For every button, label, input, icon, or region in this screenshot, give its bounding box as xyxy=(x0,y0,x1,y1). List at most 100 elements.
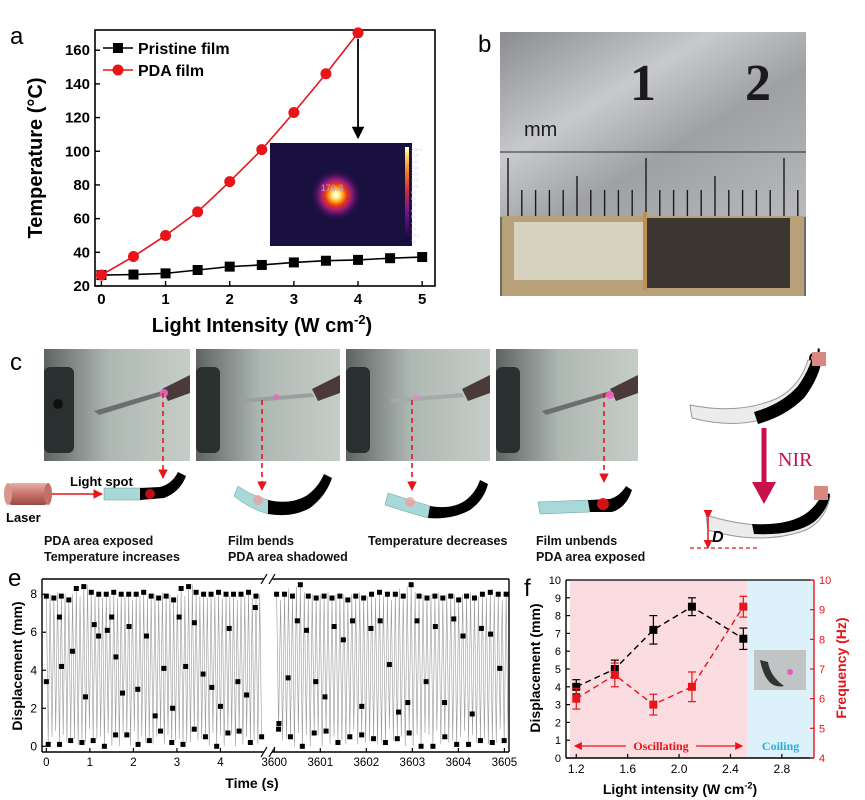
point-e-right-mid-19 xyxy=(451,616,457,622)
chart-a: 0 1 2 3 4 5 20 40 60 80 100 120 140 160 Light Intensit… xyxy=(25,27,436,337)
point-a-1-3 xyxy=(192,206,204,218)
trace-line-e-right xyxy=(276,584,509,747)
y-tick-label-f-right-3: 7 xyxy=(819,664,825,676)
point-f-0-2 xyxy=(649,625,658,634)
x-tick-label-e-right-2: 3602 xyxy=(354,757,380,769)
ruler-body xyxy=(500,32,806,217)
point-e-right-max-4 xyxy=(305,593,311,599)
video-frame-2 xyxy=(196,349,340,461)
point-e-right-max-24 xyxy=(464,593,470,599)
point-a-0-2 xyxy=(160,268,171,279)
point-e-right-min-13 xyxy=(430,743,436,749)
ruler-number-1: 1 xyxy=(630,55,656,112)
y-tick-label-f-right-5: 9 xyxy=(819,605,825,617)
point-e-left-max-4 xyxy=(73,586,79,592)
x-tick-label-f-1: 1.6 xyxy=(619,762,636,776)
point-e-right-min-10 xyxy=(394,736,400,742)
thermal-tick-12: 40 xyxy=(411,221,417,226)
point-e-right-max-11 xyxy=(361,595,367,601)
point-a-1-7 xyxy=(320,68,332,80)
y-tick-label-f-left-1: 1 xyxy=(555,735,561,747)
point-e-right-mid-6 xyxy=(331,624,337,630)
point-e-left-max-23 xyxy=(216,589,222,595)
chart-e: 0 2 4 6 8 0 1 2 3 4 3600 3601 3602 3603 3604 3605 Time (… xyxy=(9,573,517,791)
point-e-right-min-6 xyxy=(347,734,353,740)
point-e-right-max-6 xyxy=(321,593,327,599)
panel-label-b: b xyxy=(478,31,491,58)
point-e-right-mid-22 xyxy=(478,625,484,631)
point-e-left-max-26 xyxy=(238,591,244,597)
laser-device: Laser xyxy=(4,483,103,525)
region-oscillating xyxy=(569,580,748,758)
point-e-left-min-3 xyxy=(79,739,85,745)
panel-label-c: c xyxy=(10,349,22,376)
point-e-left-min-18 xyxy=(247,739,253,745)
y-tick-label-f-left-9: 9 xyxy=(555,593,561,605)
point-e-left-min-2 xyxy=(68,738,74,744)
thermal-tick-9: 70 xyxy=(411,202,417,207)
point-e-right-max-14 xyxy=(384,591,390,597)
y-tick-label-e-3: 6 xyxy=(30,625,37,639)
x-tick-label-e-left-0: 0 xyxy=(43,757,49,769)
plot-frame-a xyxy=(94,29,436,287)
point-e-left-min-14 xyxy=(202,734,208,740)
y-tick-label-f-left-7: 7 xyxy=(555,628,561,640)
x-tick-label-a-0: 0 xyxy=(97,291,105,308)
point-e-right-max-25 xyxy=(471,595,477,601)
point-e-left-max-5 xyxy=(81,584,87,590)
point-e-left-mid-4 xyxy=(83,694,89,700)
thermal-hotspot xyxy=(310,169,362,221)
point-e-left-mid-11 xyxy=(126,624,132,630)
point-e-right-max-12 xyxy=(369,591,375,597)
point-e-left-min-4 xyxy=(90,738,96,744)
thermal-tick-13: 30 xyxy=(411,227,417,232)
x-tick-label-e-right-4: 3604 xyxy=(446,757,472,769)
thermal-tick-7: 90 xyxy=(411,190,417,195)
point-e-left-mid-25 xyxy=(244,692,250,698)
point-e-left-mid-16 xyxy=(170,705,176,711)
point-e-left-max-20 xyxy=(193,589,199,595)
point-e-left-max-12 xyxy=(133,591,139,597)
ruler-unit: mm xyxy=(524,119,557,141)
x-tick-label-a-1: 1 xyxy=(161,291,169,308)
point-e-right-min-2 xyxy=(299,743,305,749)
point-e-right-mid-14 xyxy=(405,700,411,706)
thermal-tick-8: 80 xyxy=(411,196,417,201)
point-a-1-0 xyxy=(95,269,107,281)
y-tick-label-e-0: 0 xyxy=(30,739,37,753)
point-e-left-mid-12 xyxy=(135,686,141,692)
point-e-left-mid-23 xyxy=(226,625,232,631)
point-e-left-mid-20 xyxy=(200,671,206,677)
ruler-number-2: 2 xyxy=(745,55,771,112)
y-tick-label-f-left-10: 10 xyxy=(549,575,561,587)
oscillating-arrow-left xyxy=(573,742,582,750)
point-e-right-mid-3 xyxy=(304,627,310,633)
point-e-right-mid-18 xyxy=(442,700,448,706)
x-tick-label-e-left-4: 4 xyxy=(217,757,224,769)
point-e-left-min-12 xyxy=(180,741,186,747)
y-tick-label-f-left-8: 8 xyxy=(555,611,561,623)
thermal-tick-1: 150 xyxy=(411,153,419,158)
point-e-left-min-1 xyxy=(56,741,62,747)
point-e-right-max-13 xyxy=(377,589,383,595)
point-e-left-max-14 xyxy=(148,593,154,599)
thermal-tick-3: 130 xyxy=(411,165,419,170)
point-e-left-max-28 xyxy=(253,593,259,599)
point-e-left-min-0 xyxy=(45,741,51,747)
thermal-color-scale xyxy=(405,147,409,241)
point-e-left-max-9 xyxy=(111,589,117,595)
point-e-left-min-9 xyxy=(146,738,152,744)
point-a-0-8 xyxy=(353,254,364,265)
x-tick-label-e-left-2: 2 xyxy=(130,757,136,769)
legend-marker-a-1 xyxy=(112,64,124,76)
caption-3-line-1: Temperature decreases xyxy=(368,534,507,548)
point-e-right-mid-23 xyxy=(488,631,494,637)
panel-label-e: e xyxy=(8,565,21,592)
point-e-left-mid-18 xyxy=(183,663,189,669)
y-tick-label-f-right-2: 6 xyxy=(819,694,825,706)
displacement-d-label: D xyxy=(712,529,724,546)
thermal-tick-4: 120 xyxy=(411,172,419,177)
point-f-1-3 xyxy=(687,682,696,691)
